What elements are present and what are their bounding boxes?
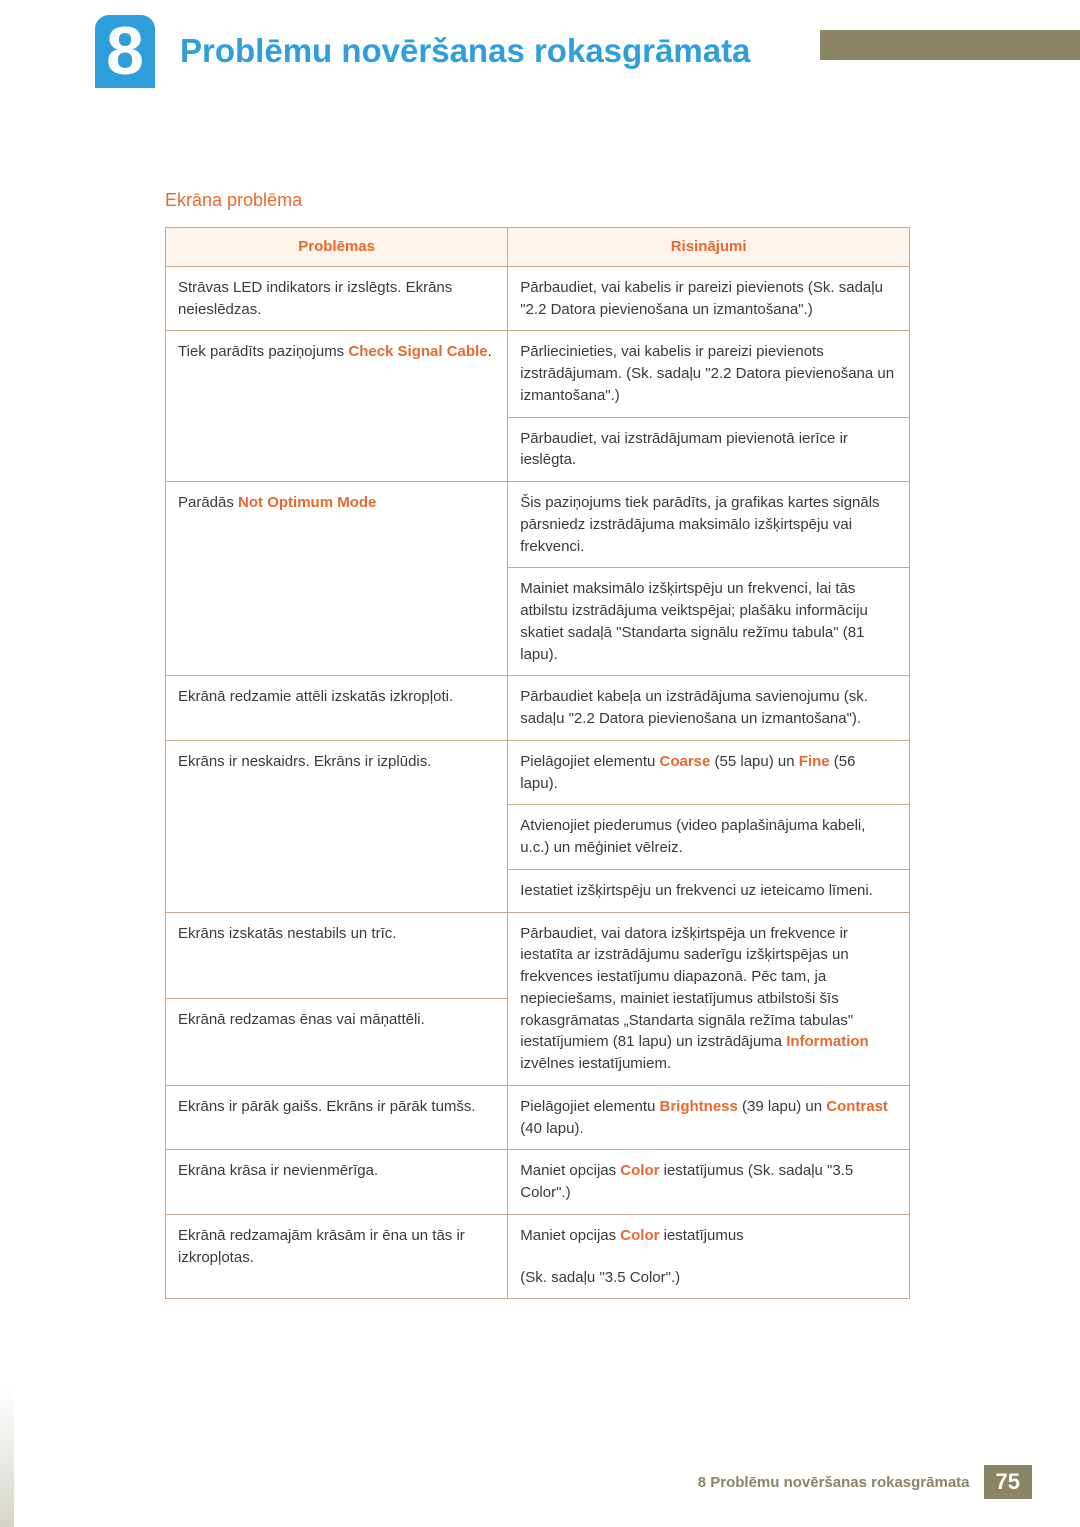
table-row: Ekrāna krāsa ir nevienmērīga. Maniet opc…	[166, 1150, 910, 1215]
left-margin-gradient	[0, 1387, 14, 1527]
table-row: Ekrāns ir pārāk gaišs. Ekrāns ir pārāk t…	[166, 1085, 910, 1150]
keyword-not-optimum-mode: Not Optimum Mode	[238, 494, 376, 511]
text: iestatījumus	[659, 1227, 743, 1244]
cell-solution: Pārliecinieties, vai kabelis ir pareizi …	[508, 331, 910, 417]
cell-solution: Maniet opcijas Color iestatījumus (Sk. s…	[508, 1150, 910, 1215]
text: (55 lapu) un	[710, 753, 798, 770]
text: izvēlnes iestatījumiem.	[520, 1055, 671, 1072]
section-title: Ekrāna problēma	[165, 190, 910, 211]
cell-problem: Ekrānā redzamas ēnas vai māņattēli.	[166, 999, 508, 1086]
text: .	[488, 343, 492, 360]
cell-solution: Pārbaudiet, vai izstrādājumam pievienotā…	[508, 417, 910, 482]
cell-solution: Atvienojiet piederumus (video paplašināj…	[508, 805, 910, 870]
table-row: Parādās Not Optimum Mode Šis paziņojums …	[166, 482, 910, 568]
footer-text: 8 Problēmu novēršanas rokasgrāmata	[698, 1474, 970, 1491]
text: Maniet opcijas	[520, 1162, 620, 1179]
cell-solution: Iestatiet izšķirtspēju un frekvenci uz i…	[508, 869, 910, 912]
keyword-color: Color	[620, 1227, 659, 1244]
cell-solution: Pārbaudiet, vai kabelis ir pareizi pievi…	[508, 266, 910, 331]
text: Pārbaudiet, vai datora izšķirtspēja un f…	[520, 925, 853, 1051]
chapter-number-badge: 8	[95, 15, 155, 88]
table-row: Ekrānā redzamajām krāsām ir ēna un tās i…	[166, 1214, 910, 1256]
keyword-fine: Fine	[799, 753, 830, 770]
text: (39 lapu) un	[738, 1098, 826, 1115]
text: Tiek parādīts paziņojums	[178, 343, 348, 360]
cell-solution: (Sk. sadaļu "3.5 Color".)	[508, 1257, 910, 1299]
table-row: Ekrāns ir neskaidrs. Ekrāns ir izplūdis.…	[166, 740, 910, 805]
cell-problem: Parādās Not Optimum Mode	[166, 482, 508, 676]
cell-problem: Tiek parādīts paziņojums Check Signal Ca…	[166, 331, 508, 482]
keyword-color: Color	[620, 1162, 659, 1179]
keyword-coarse: Coarse	[660, 753, 711, 770]
cell-solution: Pārbaudiet kabeļa un izstrādājuma savien…	[508, 676, 910, 741]
keyword-contrast: Contrast	[826, 1098, 888, 1115]
cell-solution: Šis paziņojums tiek parādīts, ja grafika…	[508, 482, 910, 568]
table-row: Ekrāns izskatās nestabils un trīc. Pārba…	[166, 912, 910, 999]
footer-page-number: 75	[984, 1465, 1032, 1499]
cell-problem: Ekrānā redzamie attēli izskatās izkropļo…	[166, 676, 508, 741]
keyword-information: Information	[786, 1033, 869, 1050]
text: Pielāgojiet elementu	[520, 753, 659, 770]
table-row: Strāvas LED indikators ir izslēgts. Ekrā…	[166, 266, 910, 331]
cell-problem: Ekrāns ir neskaidrs. Ekrāns ir izplūdis.	[166, 740, 508, 912]
content-area: Ekrāna problēma Problēmas Risinājumi Str…	[165, 190, 910, 1299]
text: Pielāgojiet elementu	[520, 1098, 659, 1115]
cell-solution: Maniet opcijas Color iestatījumus	[508, 1214, 910, 1256]
table-row: Ekrānā redzamie attēli izskatās izkropļo…	[166, 676, 910, 741]
th-solutions: Risinājumi	[508, 228, 910, 267]
cell-solution: Pārbaudiet, vai datora izšķirtspēja un f…	[508, 912, 910, 1085]
cell-problem: Ekrāns ir pārāk gaišs. Ekrāns ir pārāk t…	[166, 1085, 508, 1150]
cell-problem: Ekrānā redzamajām krāsām ir ēna un tās i…	[166, 1214, 508, 1299]
keyword-brightness: Brightness	[660, 1098, 738, 1115]
footer: 8 Problēmu novēršanas rokasgrāmata 75	[698, 1465, 1032, 1499]
text: Maniet opcijas	[520, 1227, 620, 1244]
chapter-title: Problēmu novēršanas rokasgrāmata	[180, 32, 750, 70]
top-accent-bar	[820, 30, 1080, 60]
cell-solution: Pielāgojiet elementu Brightness (39 lapu…	[508, 1085, 910, 1150]
text: Parādās	[178, 494, 238, 511]
table-row: Tiek parādīts paziņojums Check Signal Ca…	[166, 331, 910, 417]
cell-problem: Strāvas LED indikators ir izslēgts. Ekrā…	[166, 266, 508, 331]
text: (40 lapu).	[520, 1120, 583, 1137]
cell-solution: Mainiet maksimālo izšķirtspēju un frekve…	[508, 568, 910, 676]
cell-problem: Ekrāna krāsa ir nevienmērīga.	[166, 1150, 508, 1215]
th-problems: Problēmas	[166, 228, 508, 267]
cell-problem: Ekrāns izskatās nestabils un trīc.	[166, 912, 508, 999]
cell-solution: Pielāgojiet elementu Coarse (55 lapu) un…	[508, 740, 910, 805]
troubleshooting-table: Problēmas Risinājumi Strāvas LED indikat…	[165, 227, 910, 1299]
keyword-check-signal-cable: Check Signal Cable	[348, 343, 487, 360]
